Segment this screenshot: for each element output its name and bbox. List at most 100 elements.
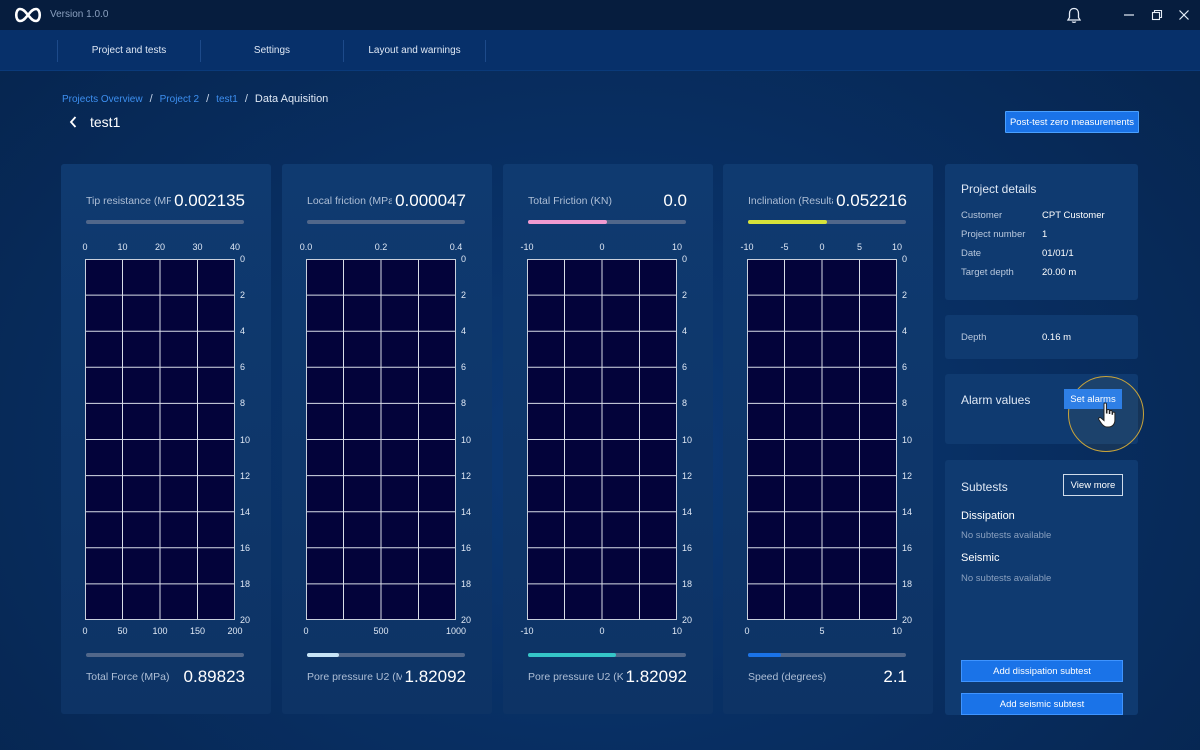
detail-value: CPT Customer bbox=[1042, 210, 1105, 221]
page-title: test1 bbox=[90, 114, 121, 130]
depth-axis-tick: 2 bbox=[461, 290, 467, 301]
depth-profile-plot bbox=[527, 259, 677, 620]
sensor-level-bar bbox=[86, 653, 244, 657]
tab-settings[interactable]: Settings bbox=[200, 40, 343, 62]
plot-grid bbox=[747, 259, 897, 620]
depth-axis-tick: 4 bbox=[461, 326, 467, 337]
sensor-value: 1.82092 bbox=[404, 667, 466, 686]
depth-axis-tick: 20 bbox=[682, 615, 693, 625]
depth-axis-tick: 16 bbox=[682, 542, 693, 553]
depth-axis-tick: 8 bbox=[682, 398, 688, 409]
chart-panel: Tip resistance (MPa)0.002135010203040024… bbox=[61, 164, 271, 714]
x-axis-bottom-tick: 10 bbox=[891, 626, 903, 636]
app-version: Version 1.0.0 bbox=[50, 9, 109, 20]
restore-icon[interactable] bbox=[1150, 8, 1164, 22]
x-axis-bottom-tick: 200 bbox=[227, 626, 243, 636]
x-axis-top-tick: 20 bbox=[154, 242, 166, 252]
depth-axis-tick: 4 bbox=[682, 326, 688, 337]
depth-axis-tick: 10 bbox=[461, 434, 472, 445]
sensor-value: 0.0 bbox=[663, 191, 687, 210]
depth-axis-tick: 16 bbox=[461, 542, 472, 553]
title-bar: Version 1.0.0 bbox=[0, 0, 1200, 30]
x-axis-bottom-tick: 0 bbox=[599, 626, 605, 636]
sensor-level-fill bbox=[748, 653, 782, 657]
sensor-level-fill bbox=[748, 220, 827, 224]
depth-profile-plot bbox=[85, 259, 235, 620]
plot-grid bbox=[85, 259, 235, 620]
x-axis-top-tick: 10 bbox=[117, 242, 128, 252]
depth-axis-tick: 8 bbox=[240, 398, 246, 409]
depth-profile-plot bbox=[747, 259, 897, 620]
x-axis-top-tick: 10 bbox=[671, 242, 683, 252]
sensor-value: 0.002135 bbox=[174, 191, 245, 210]
depth-axis-tick: 12 bbox=[240, 470, 251, 481]
depth-axis-tick: 14 bbox=[902, 506, 913, 517]
depth-axis-tick: 12 bbox=[461, 470, 472, 481]
depth-axis-tick: 14 bbox=[682, 506, 693, 517]
depth-axis-tick: 0 bbox=[461, 254, 467, 264]
tab-project-and-tests[interactable]: Project and tests bbox=[57, 40, 200, 62]
depth-axis-tick: 10 bbox=[902, 434, 913, 445]
depth-axis-tick: 18 bbox=[902, 578, 913, 589]
depth-axis-tick: 20 bbox=[240, 615, 251, 625]
x-axis-top-tick: -5 bbox=[780, 242, 789, 252]
sensor-level-bar bbox=[307, 220, 465, 224]
x-axis-top-tick: 0 bbox=[599, 242, 605, 252]
minimize-icon[interactable] bbox=[1122, 8, 1136, 22]
depth-axis-tick: 8 bbox=[461, 398, 467, 409]
close-icon[interactable] bbox=[1177, 8, 1191, 22]
sensor-level-fill bbox=[528, 653, 617, 657]
post-test-zero-button[interactable]: Post-test zero measurements bbox=[1005, 111, 1139, 133]
sensor-level-bar bbox=[748, 220, 906, 224]
depth-axis-tick: 18 bbox=[682, 578, 693, 589]
depth-axis-tick: 10 bbox=[240, 434, 251, 445]
tab-layout-and-warnings[interactable]: Layout and warnings bbox=[343, 40, 486, 62]
depth-axis-tick: 12 bbox=[682, 470, 693, 481]
depth-label: Depth bbox=[961, 332, 987, 343]
detail-value: 20.00 m bbox=[1042, 267, 1077, 278]
depth-axis-tick: 18 bbox=[461, 578, 472, 589]
depth-axis-tick: 0 bbox=[240, 254, 246, 264]
depth-axis-tick: 4 bbox=[240, 326, 246, 337]
plot-grid bbox=[527, 259, 677, 620]
x-axis-bottom-tick: 5 bbox=[819, 626, 825, 636]
depth-axis-tick: 2 bbox=[240, 290, 246, 301]
breadcrumb-separator: / bbox=[244, 93, 248, 105]
depth-axis-tick: 16 bbox=[240, 542, 251, 553]
breadcrumb-test[interactable]: test1 bbox=[216, 93, 238, 105]
sensor-value: 0.052216 bbox=[836, 191, 907, 210]
sensor-label: Local friction (MPa) bbox=[307, 195, 392, 207]
sensor-label: Tip resistance (MPa) bbox=[86, 195, 171, 207]
add-dissipation-subtest-button[interactable]: Add dissipation subtest bbox=[961, 660, 1123, 682]
detail-key: Target depth bbox=[961, 267, 1014, 278]
breadcrumb-project[interactable]: Project 2 bbox=[159, 93, 200, 105]
depth-axis-tick: 0 bbox=[682, 254, 688, 264]
depth-axis-tick: 8 bbox=[902, 398, 908, 409]
breadcrumb-projects-overview[interactable]: Projects Overview bbox=[62, 93, 143, 105]
subtest-group-dissipation: Dissipation bbox=[961, 510, 1015, 522]
detail-value: 01/01/1 bbox=[1042, 248, 1074, 259]
plot-border bbox=[85, 259, 235, 620]
main-nav: Project and tests Settings Layout and wa… bbox=[0, 30, 1200, 71]
depth-axis-tick: 14 bbox=[461, 506, 472, 517]
subtest-empty-text: No subtests available bbox=[961, 573, 1052, 584]
depth-axis-tick: 6 bbox=[461, 362, 467, 373]
depth-axis-tick: 20 bbox=[902, 615, 913, 625]
depth-axis-tick: 4 bbox=[902, 326, 908, 337]
view-more-button[interactable]: View more bbox=[1063, 474, 1123, 496]
chevron-left-icon[interactable] bbox=[68, 115, 78, 129]
add-seismic-subtest-button[interactable]: Add seismic subtest bbox=[961, 693, 1123, 715]
sensor-level-fill bbox=[307, 653, 339, 657]
bell-icon[interactable] bbox=[1066, 7, 1082, 24]
sensor-level-bar bbox=[528, 220, 686, 224]
detail-key: Date bbox=[961, 248, 982, 259]
sensor-label: Speed (degrees) bbox=[748, 671, 827, 683]
x-axis-top-tick: 10 bbox=[891, 242, 903, 252]
depth-profile-plot bbox=[306, 259, 456, 620]
set-alarms-button[interactable]: Set alarms bbox=[1064, 389, 1122, 409]
x-axis-top-tick: 5 bbox=[856, 242, 863, 252]
subtest-group-seismic: Seismic bbox=[961, 552, 1000, 564]
alarm-values-card: Alarm values Set alarms bbox=[945, 374, 1144, 452]
plot-border bbox=[527, 259, 677, 620]
depth-axis-tick: 2 bbox=[682, 290, 688, 301]
